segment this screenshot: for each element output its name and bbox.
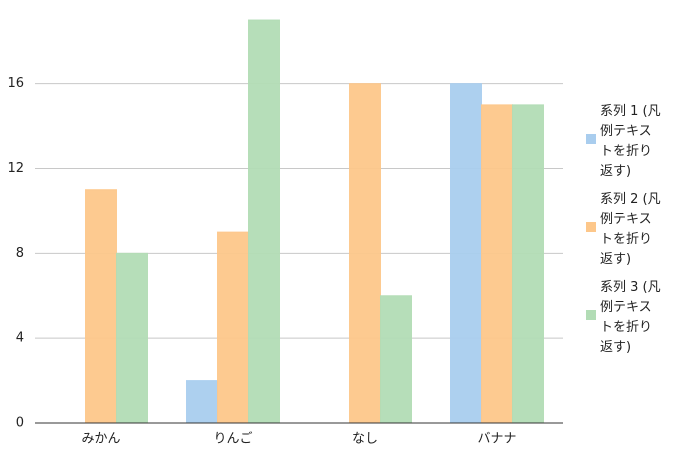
bar bbox=[512, 104, 544, 424]
legend-swatch bbox=[586, 310, 596, 320]
legend-swatch bbox=[586, 134, 596, 144]
bar bbox=[380, 295, 412, 424]
legend-label: 系列 3 (凡例テキストを折り返す) bbox=[600, 280, 661, 355]
x-tick-label: バナナ bbox=[477, 432, 516, 447]
x-tick-label: なし bbox=[352, 432, 378, 447]
y-tick-label: 12 bbox=[7, 161, 24, 176]
bar bbox=[116, 252, 148, 424]
x-tick-label: みかん bbox=[81, 432, 120, 447]
bar bbox=[217, 231, 249, 424]
y-tick-label: 8 bbox=[16, 246, 24, 261]
y-tick-label: 16 bbox=[7, 76, 24, 91]
legend-item: 系列 3 (凡例テキストを折り返す) bbox=[586, 278, 666, 366]
x-tick-label: りんご bbox=[213, 431, 252, 447]
y-tick-label: 4 bbox=[16, 331, 24, 346]
legend: 系列 1 (凡例テキストを折り返す) 系列 2 (凡例テキストを折り返す) 系列 3… bbox=[586, 102, 666, 366]
bar bbox=[450, 83, 482, 424]
legend-item: 系列 2 (凡例テキストを折り返す) bbox=[586, 190, 666, 278]
bar bbox=[349, 83, 381, 424]
y-tick-label: 0 bbox=[16, 416, 24, 431]
bar bbox=[481, 104, 513, 424]
bar bbox=[186, 380, 218, 424]
legend-label: 系列 1 (凡例テキストを折り返す) bbox=[600, 104, 661, 179]
legend-swatch bbox=[586, 222, 596, 232]
bar bbox=[248, 19, 280, 424]
legend-item: 系列 1 (凡例テキストを折り返す) bbox=[586, 102, 666, 190]
bar bbox=[85, 189, 117, 424]
legend-label: 系列 2 (凡例テキストを折り返す) bbox=[600, 192, 661, 267]
